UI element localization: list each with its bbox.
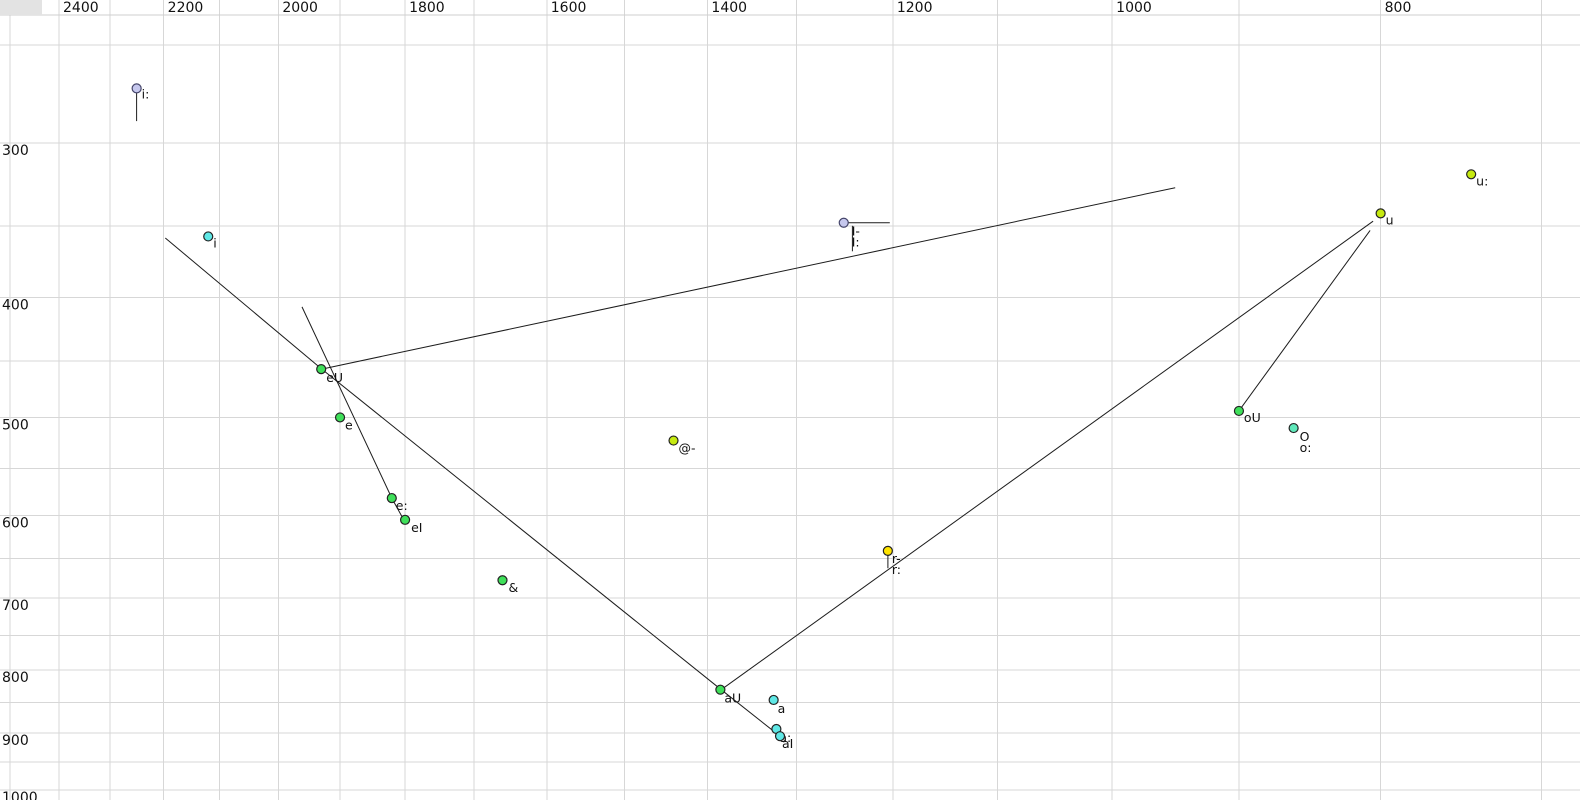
x-axis-tick-label: 1000 (1116, 0, 1152, 16)
trajectory-line-eU-to-aU (321, 368, 722, 691)
vowel-label: e: (396, 498, 408, 513)
y-axis-tick-label: 400 (2, 298, 29, 314)
vowel-point-@[interactable] (668, 435, 679, 446)
trajectory-line-front-onset-eU (164, 237, 323, 370)
y-axis-tick-label: 300 (2, 143, 29, 159)
vowel-point-e[interactable] (386, 492, 397, 504)
vowel-point-O[interactable] (1288, 422, 1299, 434)
vowel-point-oU[interactable] (1233, 405, 1245, 417)
x-axis-tick-label: 2000 (282, 0, 318, 16)
vowel-label: a: (779, 730, 791, 745)
y-axis-tick-label: 500 (2, 417, 29, 433)
vowel-label: i (213, 235, 216, 250)
trajectory-line-aU-to-aI (720, 689, 781, 737)
trajectory-line-eI-trajectory (301, 306, 405, 521)
y-axis-tick-label: 700 (2, 598, 29, 614)
x-axis-tick-label: 2200 (168, 0, 204, 16)
vowel-label: u: (1476, 173, 1488, 188)
vowel-label: eU (326, 370, 343, 385)
vowel-label: u (1386, 212, 1394, 227)
vowel-label: oU (1244, 410, 1261, 425)
vowel-point-u[interactable] (1375, 208, 1386, 219)
x-axis-tick-label: 1800 (409, 0, 445, 16)
trajectory-line-aU-to-u (720, 220, 1374, 691)
trajectory-line-oU-to-u (1238, 230, 1371, 412)
vowel-label: & (508, 580, 518, 595)
vowel-label: I- (852, 224, 860, 239)
vowel-point-aU[interactable] (715, 684, 726, 695)
x-axis-tick-label: 1200 (897, 0, 933, 16)
vowel-point-eI[interactable] (399, 514, 411, 525)
axis-ticks: 2400 2200 2000 1800 1600 1400 1200 1000 800 300 40… (2, 0, 1411, 800)
corner-spacer (0, 0, 42, 15)
x-axis-tick-label: 1600 (551, 0, 587, 16)
vowel-point-aI[interactable] (774, 731, 786, 742)
vowel-point-I[interactable] (838, 217, 849, 228)
x-axis-tick-label: 2400 (63, 0, 99, 16)
trajectories (136, 88, 1374, 737)
vowel-label: r: (892, 562, 901, 577)
vowel-point-r[interactable] (882, 545, 893, 556)
vowel-point-e[interactable] (334, 412, 346, 423)
vowel-label: o: (1300, 440, 1312, 455)
vowel-points: i: i eU e e:eI & @- I-I: r-r: aU a a:aI u: u oU Oo: (131, 83, 1488, 751)
x-axis-tick-label: 800 (1385, 0, 1412, 16)
vowel-point-&[interactable] (497, 575, 508, 586)
vowel-label: @- (679, 441, 696, 456)
vowel-point-u[interactable] (1466, 169, 1477, 180)
x-axis-tick-label: 1400 (711, 0, 747, 16)
y-axis-tick-label: 900 (2, 733, 29, 749)
trajectory-line-eU-rise-right (321, 187, 1176, 370)
vowel-label: I: (852, 235, 860, 250)
y-axis-tick-label: 1000 (2, 790, 38, 800)
y-axis-tick-label: 600 (2, 515, 29, 531)
vowel-label: e (345, 417, 353, 432)
vowel-label: eI (411, 520, 422, 535)
vowel-label: aU (724, 691, 741, 706)
vowel-point-eU[interactable] (316, 364, 327, 375)
vowel-label: aI (782, 736, 793, 751)
vowel-label: i: (142, 86, 150, 101)
vowel-point-a[interactable] (768, 694, 779, 706)
vowel-point-i[interactable] (203, 231, 214, 242)
vowel-label: r- (892, 551, 901, 566)
vowel-point-i[interactable] (131, 83, 142, 94)
vowel-label: O (1300, 429, 1310, 444)
y-axis-tick-label: 800 (2, 670, 29, 686)
vowel-label: a (778, 701, 786, 716)
